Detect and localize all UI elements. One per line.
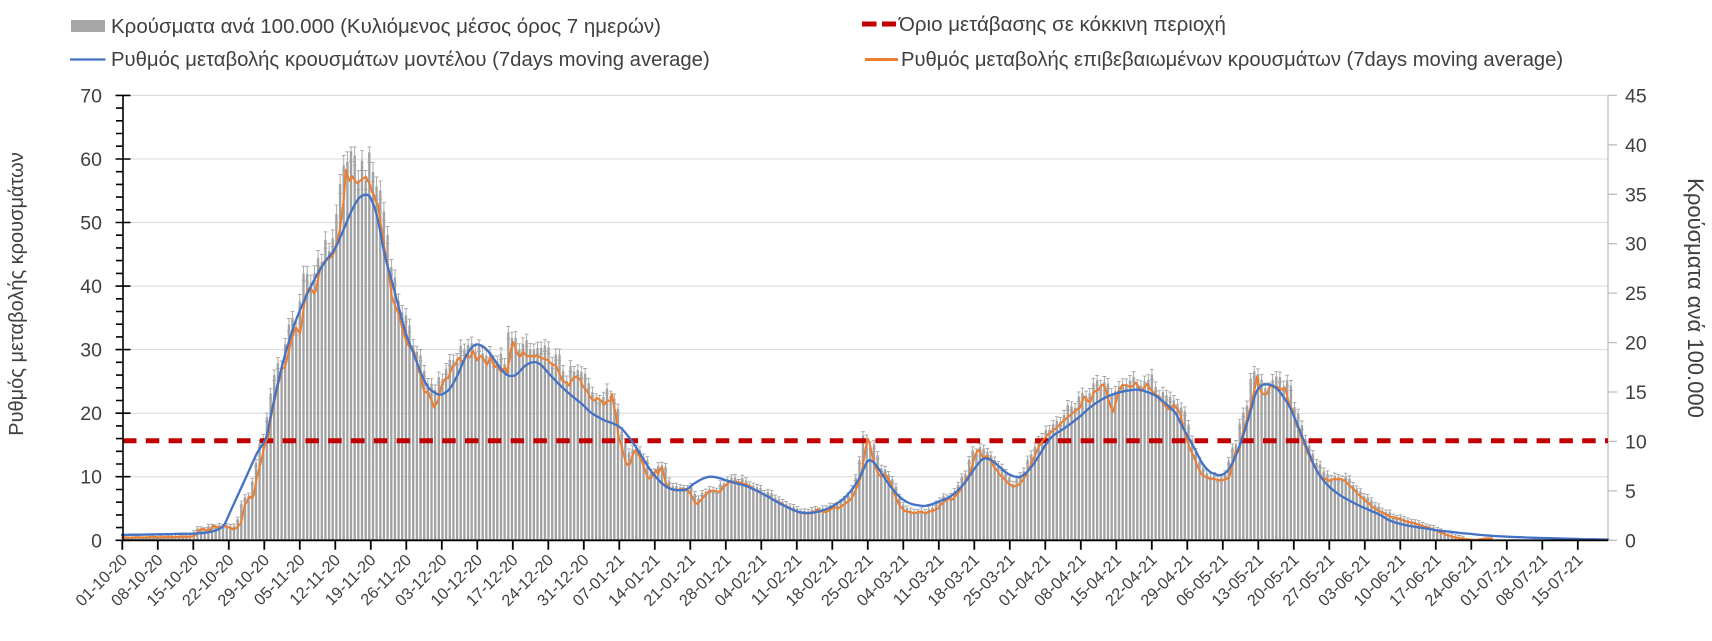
svg-text:10: 10 [1625,431,1647,453]
svg-text:0: 0 [1625,530,1636,552]
svg-text:0: 0 [91,530,102,552]
svg-text:Ρυθμός μεταβολής κρουσμάτων μο: Ρυθμός μεταβολής κρουσμάτων μοντέλου (7d… [111,49,710,71]
svg-text:15: 15 [1625,382,1647,404]
svg-text:20: 20 [1625,333,1647,355]
svg-text:10: 10 [80,467,102,489]
svg-text:25: 25 [1625,283,1647,305]
svg-text:Όριο μετάβασης σε κόκκινη περι: Όριο μετάβασης σε κόκκινη περιοχή [898,13,1226,36]
svg-text:Κρούσματα ανά 100.000 (Κυλιόμε: Κρούσματα ανά 100.000 (Κυλιόμενος μέσος … [111,15,661,38]
svg-text:40: 40 [1625,135,1647,157]
svg-text:45: 45 [1625,85,1647,107]
svg-text:Κρούσματα ανά 100.000: Κρούσματα ανά 100.000 [1683,178,1708,418]
svg-text:Ρυθμός μεταβολής κρουσμάτων: Ρυθμός μεταβολής κρουσμάτων [6,152,28,436]
svg-text:20: 20 [80,403,102,425]
svg-text:30: 30 [1625,234,1647,256]
svg-text:Ρυθμός μεταβολής επιβεβαιωμένω: Ρυθμός μεταβολής επιβεβαιωμένων κρουσμάτ… [901,49,1563,71]
svg-text:5: 5 [1625,481,1636,503]
svg-text:40: 40 [80,276,102,298]
svg-text:30: 30 [80,340,102,362]
svg-text:35: 35 [1625,184,1647,206]
svg-text:70: 70 [80,85,102,107]
svg-text:50: 50 [80,213,102,235]
svg-text:60: 60 [80,149,102,171]
